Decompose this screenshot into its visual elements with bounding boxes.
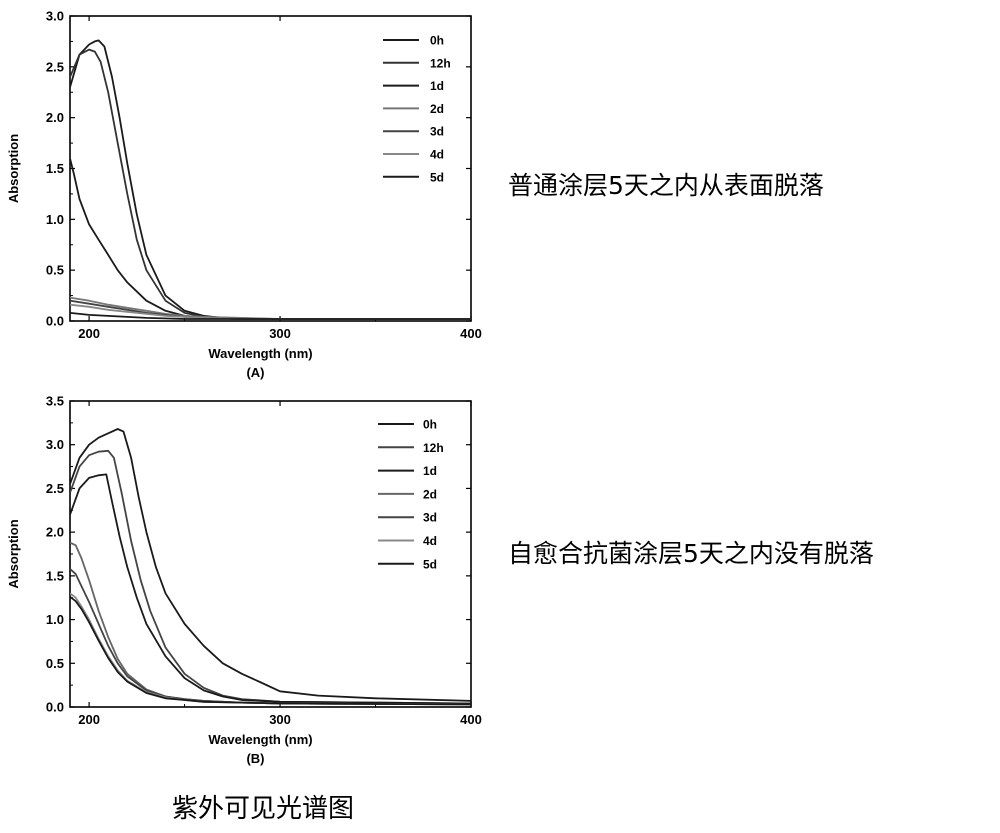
series-line-2d xyxy=(70,541,471,706)
x-tick-label: 300 xyxy=(269,326,291,341)
y-tick-label: 0.0 xyxy=(46,314,64,329)
panel-label: (A) xyxy=(246,365,264,380)
legend-label-0h: 0h xyxy=(430,34,444,48)
y-tick-label: 0.0 xyxy=(46,700,64,715)
plot-frame xyxy=(69,15,472,322)
series-line-5d xyxy=(70,596,471,706)
legend-label-4d: 4d xyxy=(430,148,444,162)
y-tick-label: 1.5 xyxy=(46,568,64,583)
side-note-a: 普通涂层5天之内从表面脱落 xyxy=(508,171,824,200)
x-tick-label: 300 xyxy=(269,712,291,727)
legend-label-1d: 1d xyxy=(423,464,437,478)
y-axis-label: Absorption xyxy=(6,519,21,588)
y-tick-label: 3.0 xyxy=(46,437,64,452)
y-tick-label: 3.5 xyxy=(46,394,64,409)
x-tick-label: 400 xyxy=(460,326,482,341)
legend-label-12h: 12h xyxy=(430,56,451,70)
series-line-12h xyxy=(70,48,471,320)
chart-panel-b: 0.0 0.5 1.0 1.5 2.0 2.5 3.0 3.5 200 300 400 Wavelen… xyxy=(6,394,482,767)
legend-label-5d: 5d xyxy=(430,170,444,184)
legend-label-5d: 5d xyxy=(423,557,437,571)
y-tick-label: 1.0 xyxy=(46,212,64,227)
y-tick-label: 2.5 xyxy=(46,59,64,74)
x-tick-label: 200 xyxy=(78,712,100,727)
legend-label-3d: 3d xyxy=(423,511,437,525)
y-tick-label: 2.0 xyxy=(46,110,64,125)
legend-label-12h: 12h xyxy=(423,441,444,455)
legend-label-3d: 3d xyxy=(430,125,444,139)
legend-label-2d: 2d xyxy=(430,102,444,116)
series-line-0h xyxy=(70,39,471,320)
y-tick-label: 2.0 xyxy=(46,525,64,540)
x-tick-label: 200 xyxy=(78,326,100,341)
series-line-0h xyxy=(70,428,471,702)
y-tick-label: 3.0 xyxy=(46,9,64,24)
figure-caption: 紫外可见光谱图 xyxy=(172,794,354,824)
legend-label-4d: 4d xyxy=(423,534,437,548)
y-tick-label: 0.5 xyxy=(46,656,64,671)
x-axis-label: Wavelength (nm) xyxy=(208,346,312,361)
series-line-1d xyxy=(70,473,471,705)
panel-label: (B) xyxy=(246,751,264,766)
y-tick-label: 2.5 xyxy=(46,481,64,496)
legend-label-2d: 2d xyxy=(423,487,437,501)
x-tick-label: 400 xyxy=(460,712,482,727)
side-note-b: 自愈合抗菌涂层5天之内没有脱落 xyxy=(508,539,874,568)
series-line-2d xyxy=(70,296,471,320)
y-tick-label: 0.5 xyxy=(46,263,64,278)
x-axis-label: Wavelength (nm) xyxy=(208,732,312,747)
legend-label-0h: 0h xyxy=(423,418,437,432)
chart-panel-a: 0.0 0.5 1.0 1.5 2.0 2.5 3.0 200 300 400 Wavelength… xyxy=(6,9,482,381)
y-tick-label: 1.5 xyxy=(46,161,64,176)
series-line-5d xyxy=(70,312,471,320)
y-tick-label: 1.0 xyxy=(46,612,64,627)
y-axis-label: Absorption xyxy=(6,134,21,203)
legend-label-1d: 1d xyxy=(430,79,444,93)
